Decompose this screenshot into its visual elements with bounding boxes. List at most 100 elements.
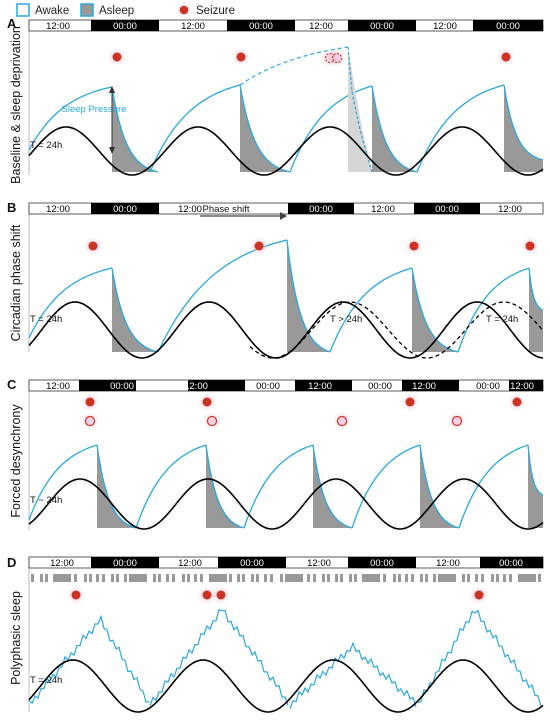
sleep-deprivation-path [239, 46, 349, 86]
sleep-episode [475, 574, 478, 582]
phase-shift-label: Phase shift [203, 204, 250, 215]
night-block [295, 380, 352, 391]
seizure-halo [328, 49, 346, 67]
sleep-pressure-rise [243, 444, 314, 529]
seizure-halo [333, 412, 351, 430]
circadian-rhythm [28, 301, 544, 359]
sleep-fill [112, 268, 158, 352]
sleep-pressure-rise [416, 84, 505, 173]
sleep-episode [491, 574, 494, 582]
polyphasic-sleep-pressure [289, 641, 417, 710]
time-label: 12:00 [307, 558, 331, 569]
time-label: 00:00 [499, 558, 523, 569]
seizure-marker [112, 52, 122, 62]
seizure-marker [409, 241, 419, 251]
polyphasic-sleep-pressure [149, 609, 289, 707]
sleep-episode [285, 574, 303, 582]
panel-c-time-bar: 12:00 00:00 12:00 00:00 12:00 00:00 12:0… [28, 379, 544, 392]
sleep-episode [209, 574, 227, 582]
awake-legend-swatch [16, 3, 30, 17]
sleep-pressure-rise [329, 267, 413, 353]
time-label: 00:00 [370, 558, 394, 569]
sleep-pressure-decay [312, 444, 353, 529]
sleep-episode [398, 574, 401, 582]
seizure-legend-label: Seizure [196, 5, 235, 17]
time-label: 12:00 [309, 21, 333, 32]
time-label: 12:00 [510, 381, 534, 392]
panel-b-period-right: T = 24h [486, 314, 518, 325]
sleep-pressure-rise [157, 239, 288, 353]
circadian-rhythm [28, 478, 544, 530]
asleep-legend-swatch [80, 3, 94, 17]
sleep-episode [462, 574, 465, 582]
sleep-episode [96, 574, 99, 582]
time-label: 00:00 [249, 21, 273, 32]
sleep-episode [124, 574, 127, 582]
panel-d-period-label: T = 24h [30, 675, 62, 686]
time-label: 12:00 [46, 381, 70, 392]
sleep-pressure-decay [419, 444, 460, 529]
sleep-episode [411, 574, 414, 582]
sleep-pressure-arrowhead-down [109, 147, 115, 154]
sleep-fill [412, 268, 458, 352]
sleep-pressure-decay [503, 84, 544, 161]
time-label: 12:00 [178, 204, 202, 215]
sleep-episode [237, 574, 240, 582]
seizure-halo [203, 412, 221, 430]
time-label: 12:00 [181, 21, 205, 32]
time-label: 00:00 [309, 204, 333, 215]
sleep-fill [504, 85, 543, 172]
seizure-marker [202, 590, 212, 600]
panel-b-title: Circadian phase shift [9, 224, 23, 341]
polyphasic-sleep-pressure [28, 614, 150, 705]
night-block [473, 20, 543, 31]
sleep-episode [307, 574, 310, 582]
time-label: 12:00 [46, 21, 70, 32]
sleep-episode [503, 574, 506, 582]
sleep-episode [433, 574, 436, 582]
time-label: 00:00 [370, 21, 394, 32]
sleep-episode [182, 574, 185, 582]
sleep-episode [200, 574, 203, 582]
sleep-episode [481, 574, 484, 582]
sleep-pressure-arrowhead-up [109, 86, 115, 93]
sleep-episode [393, 574, 396, 582]
seizure-marker-hollow [206, 415, 218, 427]
seizure-marker-hollow [331, 52, 343, 64]
sleep-episode [172, 574, 175, 582]
sleep-episode [438, 574, 456, 582]
sleep-episode [349, 574, 352, 582]
seizure-marker [512, 397, 522, 407]
sleep-episode [264, 574, 267, 582]
sleep-fill [97, 445, 136, 528]
sleep-pressure-rise [149, 84, 241, 173]
sleep-pressure-decay [96, 444, 137, 529]
time-label: 12:00 [184, 381, 208, 392]
time-label: 12:00 [46, 204, 70, 215]
seizure-marker [202, 397, 212, 407]
circadian-rhythm [28, 659, 544, 713]
sleep-episode [40, 574, 43, 582]
seizure-halo [448, 412, 466, 430]
seizure-marker [474, 590, 484, 600]
seizure-marker [501, 52, 511, 62]
panel-b-time-bar: 12:00 00:00 12:00 00:00 12:00 00:00 12:0… [28, 202, 544, 220]
sleep-episode [313, 574, 316, 582]
sleep-fill [206, 445, 244, 528]
sleep-fill [528, 445, 543, 528]
sleep-pressure-rise [135, 444, 207, 529]
sleep-pressure-rise [28, 267, 113, 339]
sleep-pressure-decay [239, 84, 291, 173]
sleep-episode [187, 574, 190, 582]
sleep-episode [518, 574, 536, 582]
sleep-episode [340, 574, 343, 582]
sleep-episode [420, 574, 423, 582]
sleep-pressure-rise [28, 444, 98, 521]
sleep-episode [89, 574, 92, 582]
polyphasic-sleep-pressure [417, 609, 542, 707]
panel-d-title: Polyphasic sleep [9, 591, 23, 685]
night-block [91, 557, 159, 568]
seizure-marker [405, 397, 415, 407]
panel-b-letter: B [7, 200, 16, 215]
asleep-legend-label: Asleep [99, 5, 134, 17]
